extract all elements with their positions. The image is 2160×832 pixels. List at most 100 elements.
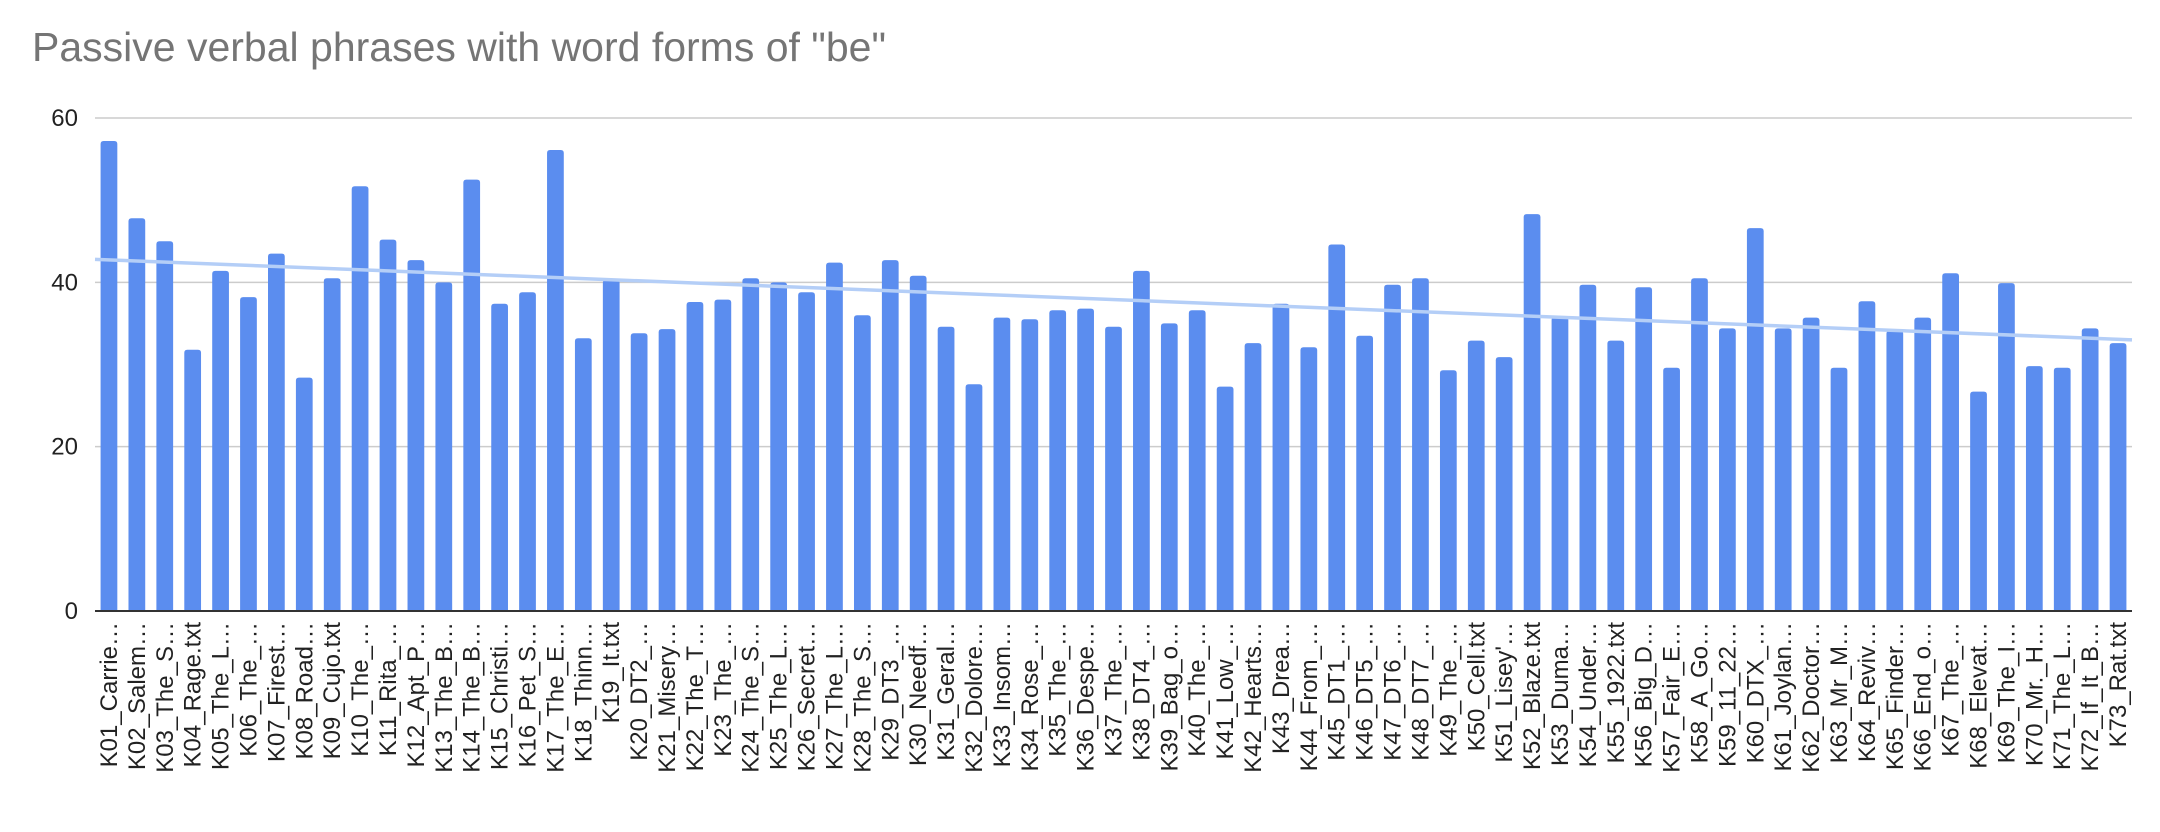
x-tick-label: K48_DT7_…: [1407, 622, 1434, 761]
x-axis-ticks: K01_Carrie… K02_Salem… K03_The_S… K04_Rage.…: [96, 622, 2132, 773]
x-tick-label: K36_Despe…: [1073, 622, 1100, 771]
bar: [1160, 323, 1178, 611]
x-tick-label: K66_End_o…: [1910, 622, 1937, 771]
x-tick-label: K51_Lisey'…: [1491, 622, 1518, 763]
x-tick-label: K56_Big_D…: [1631, 622, 1658, 767]
x-tick-label: K34_Rose_…: [1017, 622, 1044, 771]
x-tick-label: K02_Salem…: [124, 622, 151, 770]
x-tick-label: K25_The_L…: [766, 622, 793, 770]
bar: [993, 317, 1011, 611]
x-tick-label: K50_Cell.txt: [1463, 622, 1490, 752]
bar: [1942, 273, 1959, 611]
x-tick-label: K19_It.txt: [598, 622, 625, 724]
bar: [1998, 283, 2015, 611]
chart-title: Passive verbal phrases with word forms o…: [32, 24, 887, 70]
bar: [1914, 317, 1932, 611]
x-tick-label: K26_Secret…: [794, 622, 821, 771]
x-tick-label: K38_DT4_…: [1128, 622, 1155, 761]
y-tick-label: 20: [51, 434, 78, 461]
bar: [714, 299, 732, 611]
y-tick-label: 0: [65, 598, 78, 625]
bar: [909, 275, 927, 611]
bar: [1384, 284, 1401, 611]
x-tick-label: K44_From_…: [1296, 622, 1323, 771]
x-tick-label: K20_DT2_…: [626, 622, 653, 761]
bar: [519, 292, 536, 611]
x-tick-label: K21_Misery…: [654, 622, 681, 773]
x-tick-label: K41_Low_…: [1212, 622, 1239, 759]
bar: [1133, 270, 1150, 611]
bar: [1495, 357, 1513, 611]
bar: [1077, 308, 1094, 611]
x-tick-label: K68_Elevat…: [1966, 622, 1993, 769]
bar: [1663, 367, 1680, 611]
bar: [491, 303, 508, 611]
x-tick-label: K16_Pet_S…: [515, 622, 542, 767]
x-tick-label: K45_DT1_…: [1324, 622, 1351, 761]
x-tick-label: K04_Rage.txt: [180, 622, 207, 768]
x-tick-label: K40_The_…: [1184, 622, 1211, 757]
x-tick-label: K57_Fair_E…: [1659, 622, 1686, 773]
x-tick-label: K13_The_B…: [431, 622, 458, 773]
x-tick-label: K28_The_S…: [849, 622, 876, 773]
x-tick-label: K69_The_I…: [1993, 622, 2020, 763]
x-tick-label: K64_Reviv…: [1854, 622, 1881, 762]
x-tick-label: K43_Drea…: [1268, 622, 1295, 754]
x-tick-label: K11_Rita_…: [375, 622, 402, 756]
bar: [658, 329, 676, 611]
x-tick-label: K33_Insom…: [989, 622, 1016, 767]
bar: [1970, 391, 1987, 611]
x-tick-label: K70_Mr._H…: [2021, 622, 2048, 766]
x-tick-label: K53_Duma…: [1547, 622, 1574, 766]
bar: [1412, 278, 1429, 611]
x-tick-label: K09_Cujo.txt: [319, 622, 346, 760]
bar: [1691, 278, 1708, 611]
bar: [1216, 386, 1234, 611]
bar: [184, 349, 202, 611]
x-tick-label: K62_Doctor…: [1798, 622, 1825, 773]
bar: [547, 150, 564, 612]
bar: [2025, 366, 2043, 611]
x-tick-label: K30_Needf…: [905, 622, 932, 766]
x-tick-label: K29_DT3_…: [877, 622, 904, 761]
y-axis-ticks: 0 20 40 60: [51, 105, 78, 625]
x-tick-label: K42_Hearts…: [1240, 622, 1267, 773]
x-tick-label: K17_The_E…: [542, 622, 569, 773]
x-tick-label: K01_Carrie…: [96, 622, 123, 767]
x-tick-label: K37_The_…: [1101, 622, 1128, 757]
x-tick-label: K12_Apt_P…: [403, 622, 430, 767]
bar: [1272, 303, 1290, 611]
bar: [1635, 287, 1653, 611]
x-tick-label: K46_DT5_…: [1352, 622, 1379, 761]
bar: [240, 297, 257, 611]
bar: [323, 278, 341, 611]
x-tick-label: K72_If_It_B…: [2077, 622, 2104, 771]
x-tick-label: K10_The_…: [347, 622, 374, 757]
x-tick-label: K22_The_T…: [682, 622, 709, 771]
x-tick-label: K65_Finder…: [1882, 622, 1909, 770]
x-tick-label: K07_Firest…: [263, 622, 290, 762]
x-tick-label: K24_The_S…: [738, 622, 765, 773]
bar: [1356, 335, 1374, 611]
x-tick-label: K52_Blaze.txt: [1519, 622, 1546, 770]
bar: [1830, 367, 1848, 611]
x-tick-label: K67_The_…: [1938, 622, 1965, 757]
bar: [630, 333, 648, 611]
bar: [686, 302, 704, 611]
bar: [937, 326, 955, 611]
bar: [407, 260, 425, 611]
bar: [602, 279, 620, 611]
x-tick-label: K06_The_…: [235, 622, 262, 757]
bar: [1579, 284, 1597, 611]
x-tick-label: K71_The_L…: [2049, 622, 2076, 770]
x-tick-label: K27_The_L…: [821, 622, 848, 770]
bar: [128, 218, 146, 611]
bar: [1467, 340, 1485, 611]
bar: [463, 179, 481, 611]
bar: [1244, 343, 1262, 611]
x-tick-label: K15_Christi…: [487, 622, 514, 770]
bar: [1105, 326, 1122, 611]
x-tick-label: K05_The_L…: [208, 622, 235, 770]
bar: [1886, 330, 1904, 611]
